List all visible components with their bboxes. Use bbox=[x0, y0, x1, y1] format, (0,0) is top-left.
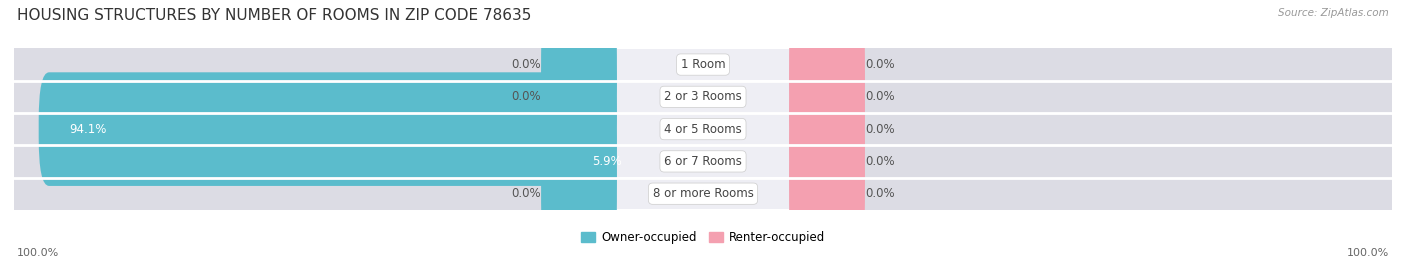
FancyBboxPatch shape bbox=[561, 105, 617, 218]
Legend: Owner-occupied, Renter-occupied: Owner-occupied, Renter-occupied bbox=[576, 227, 830, 249]
FancyBboxPatch shape bbox=[4, 137, 617, 250]
Text: 8 or more Rooms: 8 or more Rooms bbox=[652, 187, 754, 200]
FancyBboxPatch shape bbox=[789, 105, 865, 218]
FancyBboxPatch shape bbox=[789, 40, 1402, 154]
Text: 0.0%: 0.0% bbox=[865, 155, 894, 168]
FancyBboxPatch shape bbox=[789, 40, 865, 154]
FancyBboxPatch shape bbox=[4, 40, 617, 154]
FancyBboxPatch shape bbox=[541, 40, 617, 154]
Text: 94.1%: 94.1% bbox=[70, 123, 107, 136]
Text: 2 or 3 Rooms: 2 or 3 Rooms bbox=[664, 90, 742, 103]
Text: 6 or 7 Rooms: 6 or 7 Rooms bbox=[664, 155, 742, 168]
Text: 0.0%: 0.0% bbox=[512, 58, 541, 71]
FancyBboxPatch shape bbox=[789, 137, 865, 250]
Text: Source: ZipAtlas.com: Source: ZipAtlas.com bbox=[1278, 8, 1389, 18]
FancyBboxPatch shape bbox=[541, 8, 617, 121]
FancyBboxPatch shape bbox=[4, 105, 617, 218]
Text: 0.0%: 0.0% bbox=[865, 123, 894, 136]
Text: HOUSING STRUCTURES BY NUMBER OF ROOMS IN ZIP CODE 78635: HOUSING STRUCTURES BY NUMBER OF ROOMS IN… bbox=[17, 8, 531, 23]
FancyBboxPatch shape bbox=[789, 72, 865, 186]
FancyBboxPatch shape bbox=[541, 137, 617, 250]
FancyBboxPatch shape bbox=[789, 72, 1402, 186]
Text: 4 or 5 Rooms: 4 or 5 Rooms bbox=[664, 123, 742, 136]
FancyBboxPatch shape bbox=[39, 72, 617, 186]
Bar bbox=[14, 146, 1392, 177]
Bar bbox=[14, 49, 1392, 80]
Text: 0.0%: 0.0% bbox=[865, 187, 894, 200]
FancyBboxPatch shape bbox=[789, 8, 1402, 121]
Text: 1 Room: 1 Room bbox=[681, 58, 725, 71]
FancyBboxPatch shape bbox=[789, 137, 1402, 250]
Text: 0.0%: 0.0% bbox=[865, 90, 894, 103]
Text: 100.0%: 100.0% bbox=[1347, 248, 1389, 258]
Text: 5.9%: 5.9% bbox=[592, 155, 621, 168]
FancyBboxPatch shape bbox=[789, 105, 1402, 218]
Text: 100.0%: 100.0% bbox=[17, 248, 59, 258]
Text: 0.0%: 0.0% bbox=[865, 58, 894, 71]
Bar bbox=[14, 81, 1392, 113]
Bar bbox=[14, 178, 1392, 210]
FancyBboxPatch shape bbox=[789, 8, 865, 121]
FancyBboxPatch shape bbox=[4, 72, 617, 186]
Text: 0.0%: 0.0% bbox=[512, 90, 541, 103]
Bar bbox=[14, 113, 1392, 145]
FancyBboxPatch shape bbox=[4, 8, 617, 121]
Text: 0.0%: 0.0% bbox=[512, 187, 541, 200]
